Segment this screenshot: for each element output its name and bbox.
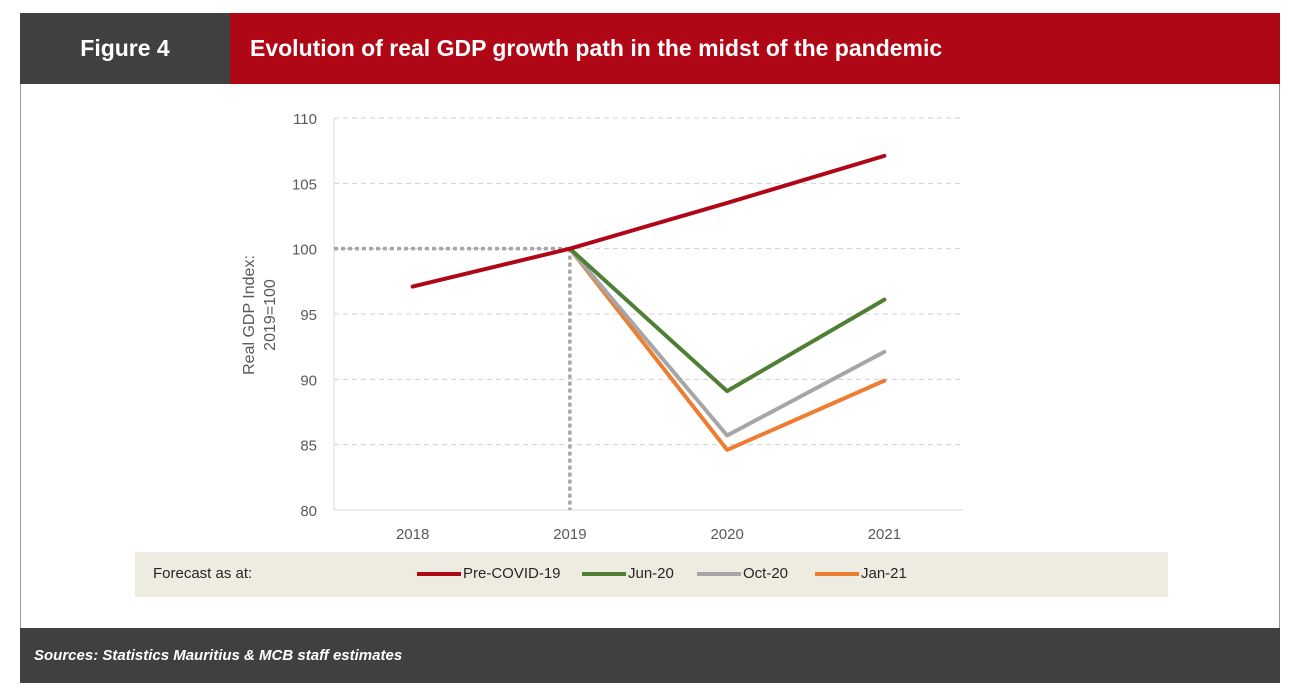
y-tick-label: 90 — [300, 372, 317, 389]
sources-note: Sources: Statistics Mauritius & MCB staf… — [20, 628, 1280, 683]
reference-lines — [334, 246, 572, 510]
legend-item: Pre-COVID-19 — [417, 565, 561, 582]
legend-swatch — [697, 571, 741, 576]
legend-item: Jan-21 — [815, 565, 907, 582]
y-tick-labels: 80 85 90 95 100 105 110 — [292, 111, 317, 520]
legend-item: Jun-20 — [582, 565, 674, 582]
axes — [333, 118, 963, 511]
legend-lead: Forecast as at: — [153, 565, 253, 582]
y-axis-title-line: 2019=100 — [262, 279, 279, 351]
y-tick-label: 100 — [292, 242, 317, 259]
x-tick-label: 2021 — [868, 526, 901, 543]
x-tick-label: 2020 — [710, 526, 743, 543]
series-lines — [410, 153, 887, 452]
series-line-oct-20 — [567, 246, 887, 438]
legend-label: Oct-20 — [743, 565, 789, 582]
legend: Forecast as at: Pre-COVID-19 Jun-20 Oct-20… — [135, 552, 1168, 597]
series-line-jun-20 — [567, 246, 887, 394]
y-tick-label: 110 — [293, 111, 317, 128]
series-line-jan-21 — [567, 246, 887, 452]
y-tick-label: 105 — [292, 176, 317, 193]
y-axis-title-line: Real GDP Index: — [241, 255, 258, 375]
series-line-pre-covid-19 — [410, 153, 887, 289]
y-tick-label: 85 — [300, 438, 317, 455]
x-tick-labels: 2018 2019 2020 2021 — [396, 526, 901, 543]
x-tick-label: 2018 — [396, 526, 429, 543]
y-axis-title: Real GDP Index: 2019=100 — [241, 255, 279, 375]
legend-label: Pre-COVID-19 — [463, 565, 561, 582]
y-tick-label: 80 — [300, 503, 317, 520]
legend-item: Oct-20 — [697, 565, 788, 582]
y-axis-title: Real GDP Index: 2019=100 — [241, 255, 279, 375]
legend-swatch — [582, 571, 626, 576]
figure-label: Figure 4 — [20, 13, 230, 84]
legend-label: Jun-20 — [628, 565, 674, 582]
legend-swatch — [417, 571, 461, 576]
legend-label: Jan-21 — [861, 565, 907, 582]
x-tick-label: 2019 — [553, 526, 586, 543]
legend-swatch — [815, 571, 859, 576]
y-tick-label: 95 — [300, 307, 317, 324]
figure-title: Evolution of real GDP growth path in the… — [230, 13, 1280, 84]
